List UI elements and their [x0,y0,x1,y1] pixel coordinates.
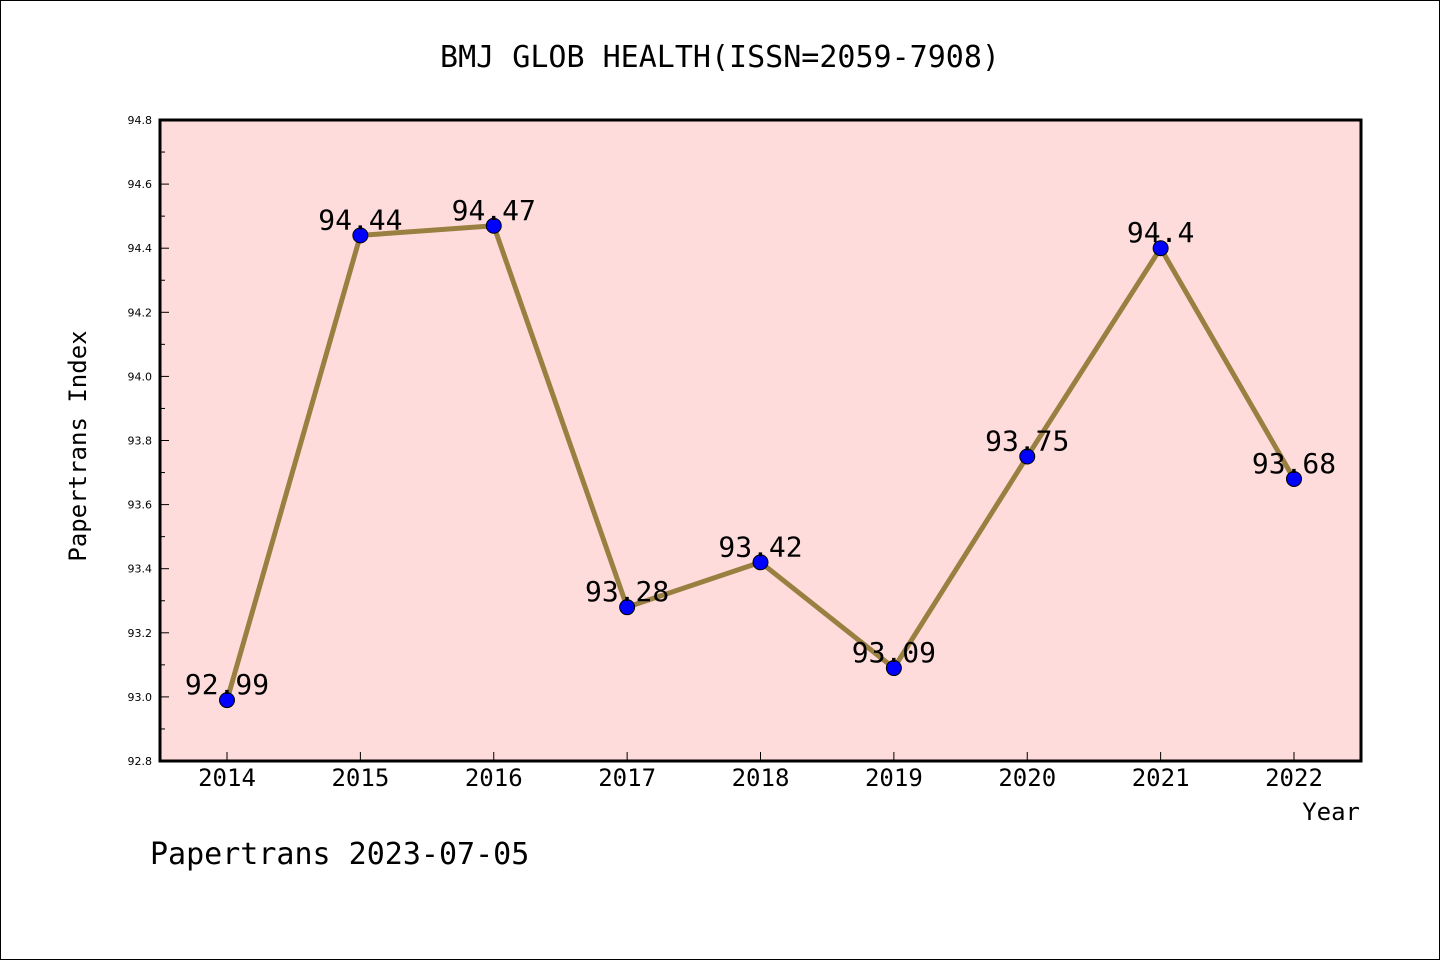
data-point-marker [1152,240,1169,257]
data-label: 92.99 [185,668,269,701]
chart-title: BMJ GLOB HEALTH(ISSN=2059-7908) [440,40,1000,75]
y-tick-label: 94.0 [128,370,153,383]
x-axis-label: Year [1302,798,1360,826]
data-point-marker [619,599,636,616]
footer-watermark: Papertrans 2023-07-05 [150,837,529,872]
x-tick-label: 2017 [598,764,656,792]
data-label: 94.47 [452,194,536,227]
x-tick-label: 2016 [465,764,523,792]
y-tick-label: 94.4 [128,242,153,255]
series-line-group [219,217,1302,709]
x-tick-label: 2014 [198,764,256,792]
y-tick-label: 94.6 [128,178,153,191]
y-tick-label: 93.2 [128,627,153,640]
data-point-marker [219,692,235,709]
axis-ticks: 92.8 93.0 93.2 93.4 93.6 93.8 94.0 94.2 94.4 94.6… [128,114,1323,792]
y-tick-label: 94.2 [128,306,153,319]
y-tick-label: 93.4 [128,563,153,576]
x-tick-label: 2020 [998,764,1056,792]
y-tick-label: 92.8 [128,755,153,768]
y-tick-label: 93.8 [128,435,153,448]
data-label: 93.42 [718,530,802,563]
x-tick-label: 2018 [732,764,790,792]
data-point-marker [752,554,769,571]
data-label: 93.75 [985,425,1069,458]
data-point-marker [1286,470,1302,487]
y-axis-label: Papertrans Index [64,330,92,561]
data-label: 93.68 [1252,447,1336,480]
data-point-marker [885,660,902,677]
plot-border [158,118,1363,763]
data-point-marker [352,227,369,244]
data-label: 93.09 [852,636,936,669]
data-label: 94.4 [1127,216,1194,249]
plot-area [160,120,1361,761]
y-tick-label: 93.0 [128,691,153,704]
data-point-marker [1019,448,1036,465]
y-tick-label: 94.8 [128,114,153,127]
y-tick-label: 93.6 [128,499,153,512]
data-labels: 92.99 94.44 94.47 93.28 93.42 93.09 93.75 94.4 9… [185,194,1336,701]
data-label: 93.28 [585,575,669,608]
x-tick-label: 2015 [331,764,389,792]
data-label: 94.44 [318,203,402,236]
x-tick-label: 2022 [1265,764,1323,792]
x-tick-label: 2021 [1132,764,1190,792]
data-point-marker [485,217,502,234]
x-tick-label: 2019 [865,764,923,792]
